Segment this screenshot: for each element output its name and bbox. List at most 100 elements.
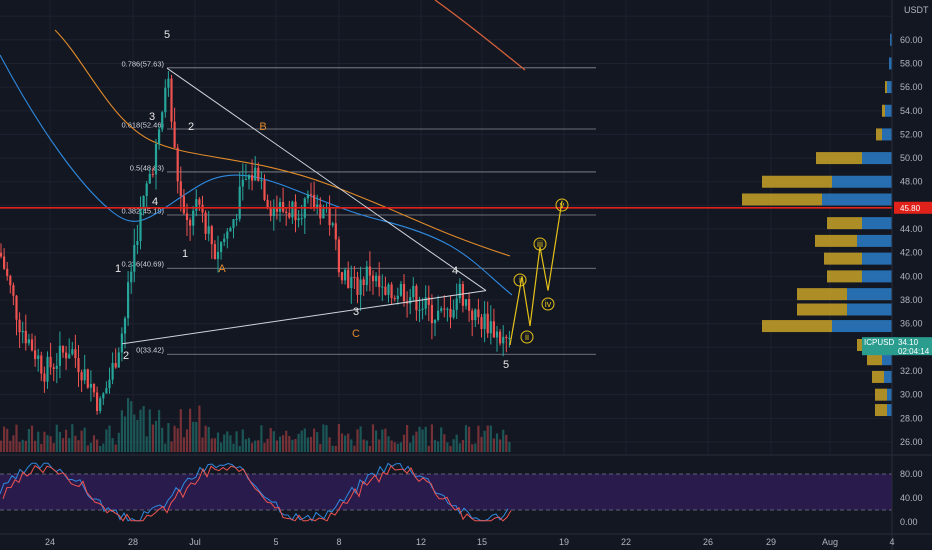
candle-body	[412, 285, 415, 298]
volume-bar	[99, 445, 102, 452]
last-price-tag	[894, 337, 932, 356]
drawings	[0, 67, 892, 346]
volume-bar	[461, 440, 464, 452]
wave-label-triangle: 3	[353, 306, 359, 318]
oscillator-tick: 0.00	[900, 517, 918, 527]
candle-body	[179, 181, 182, 196]
candle-body	[350, 277, 353, 289]
last-price-label: 34.10	[898, 338, 919, 347]
volume-bar	[220, 442, 223, 452]
volume-profile-buy	[882, 128, 892, 141]
volume-bar	[179, 409, 182, 452]
candle-body	[508, 337, 511, 339]
candle-body	[443, 308, 446, 310]
wave-label-projection-circle	[513, 273, 527, 287]
volume-bar	[368, 445, 371, 452]
price-tick: 56.00	[900, 82, 923, 92]
candle-body	[207, 226, 210, 234]
volume-bar	[303, 428, 306, 452]
volume-profile-buy	[862, 270, 892, 283]
candle-body	[24, 330, 27, 344]
candle-body	[40, 355, 43, 374]
candle-body	[495, 331, 499, 338]
candle-body	[427, 297, 430, 305]
candle-body	[229, 228, 232, 232]
resistance-price-tag	[894, 201, 932, 214]
candle-body	[65, 352, 68, 359]
wave-label-impulse: 3	[149, 111, 155, 123]
volume-bar	[192, 421, 195, 452]
volume-bar	[173, 425, 176, 452]
fib-level-label: 0.618(52.46)	[121, 120, 164, 129]
volume-bar	[201, 437, 204, 452]
volume-profile-buy	[887, 388, 892, 401]
candle-body	[337, 239, 340, 273]
volume-bar	[449, 445, 452, 452]
candle-body	[71, 349, 74, 355]
volume-bar	[55, 424, 58, 452]
candle-body	[136, 241, 139, 245]
volume-profile-buy	[857, 234, 892, 247]
volume-profile-sell	[742, 193, 822, 206]
volume-bar	[27, 428, 30, 452]
candle-body	[120, 333, 123, 353]
candle-body	[483, 313, 486, 329]
candle-body	[260, 180, 263, 182]
ma-mid-line	[54, 29, 511, 257]
candle-body	[452, 309, 455, 318]
volume-profile-sell	[872, 370, 884, 383]
candle-body	[9, 275, 12, 286]
candle-body	[27, 339, 30, 344]
candle-body	[201, 204, 204, 213]
candle-body	[244, 179, 247, 181]
candle-body	[440, 308, 443, 311]
time-axis[interactable]: 24 28 Jul 5 8 12 15 19 22 26 29 Aug 4	[0, 533, 932, 547]
candle-body	[359, 279, 362, 295]
volume-bar	[266, 438, 269, 452]
candle-body	[356, 277, 359, 295]
volume-profile-buy	[832, 320, 892, 333]
price-axis[interactable]: USDT 60.00 58.00 56.00 54.00 52.00 50.00 48.00 4…	[862, 0, 932, 550]
candle-body	[306, 194, 309, 199]
volume-bar	[356, 429, 359, 452]
candle-body	[294, 201, 297, 221]
candle-body	[263, 180, 266, 200]
candle-body	[362, 279, 365, 285]
candle-body	[223, 238, 226, 243]
candle-body	[266, 199, 269, 208]
currency-label: USDT	[904, 5, 929, 15]
volume-bar	[446, 442, 449, 452]
candle-body	[61, 345, 65, 353]
candle-body	[474, 309, 477, 321]
candle-body	[52, 367, 55, 369]
volume-bar	[24, 440, 27, 452]
volume-bar	[105, 429, 108, 452]
price-tick: 32.00	[900, 366, 923, 376]
candle-body	[399, 283, 402, 296]
candle-body	[455, 298, 458, 310]
candle-body	[192, 210, 195, 226]
volume-bar	[130, 401, 133, 452]
candlesticks[interactable]	[0, 71, 511, 415]
volume-bar	[6, 428, 9, 452]
candle-body	[254, 167, 257, 181]
volume-profile-sell	[815, 234, 857, 247]
candle-body	[80, 372, 83, 381]
wave-label-impulse: 1	[115, 263, 121, 275]
price-tick: 60.00	[900, 35, 923, 45]
time-tick: 29	[766, 537, 776, 547]
volume-bar	[471, 444, 474, 452]
candle-body	[198, 199, 201, 205]
candle-body	[21, 330, 24, 333]
oscillator-band	[0, 474, 892, 510]
volume-profile-buy	[862, 152, 892, 165]
resistance-price-label: 45.80	[900, 204, 921, 213]
wave-label-projection: i	[519, 275, 521, 285]
volume-bar	[285, 430, 288, 452]
symbol-label: ICPUSDT	[864, 338, 899, 347]
volume-profile-buy	[887, 404, 892, 417]
candle-body	[133, 244, 136, 272]
volume-profile-buy	[890, 33, 892, 46]
fib-level-label: 0.786(57.63)	[121, 59, 164, 68]
